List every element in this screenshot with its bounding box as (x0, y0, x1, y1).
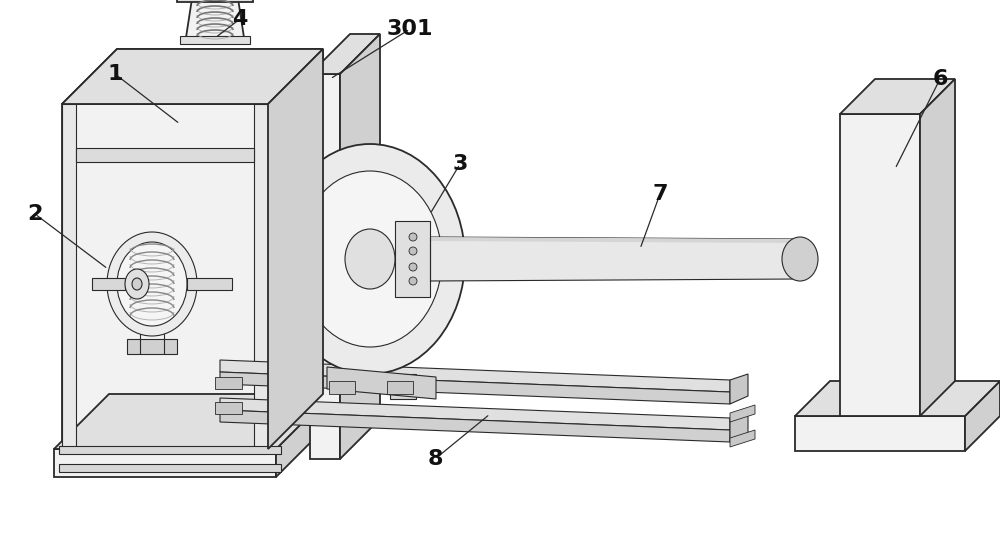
Ellipse shape (125, 269, 149, 299)
Polygon shape (965, 381, 1000, 451)
Polygon shape (54, 394, 331, 449)
Polygon shape (254, 104, 268, 449)
Text: 4: 4 (232, 9, 248, 29)
Polygon shape (332, 374, 358, 389)
Text: 6: 6 (932, 69, 948, 89)
Polygon shape (127, 339, 177, 354)
Text: 8: 8 (427, 449, 443, 469)
Polygon shape (220, 410, 730, 442)
Polygon shape (730, 374, 748, 404)
Polygon shape (59, 446, 281, 454)
Polygon shape (430, 237, 800, 243)
Ellipse shape (409, 247, 417, 255)
Polygon shape (215, 402, 242, 414)
Ellipse shape (409, 277, 417, 285)
Polygon shape (327, 367, 436, 399)
Polygon shape (62, 49, 323, 104)
Ellipse shape (132, 278, 142, 290)
Polygon shape (310, 74, 340, 459)
Polygon shape (840, 114, 920, 416)
Ellipse shape (345, 229, 395, 289)
Text: 1: 1 (107, 64, 123, 84)
Ellipse shape (298, 171, 442, 347)
Polygon shape (268, 49, 323, 449)
Polygon shape (220, 372, 730, 404)
Text: 301: 301 (387, 19, 433, 39)
Ellipse shape (409, 263, 417, 271)
Polygon shape (340, 34, 380, 459)
Polygon shape (390, 374, 416, 399)
Polygon shape (730, 430, 755, 447)
Polygon shape (268, 49, 323, 449)
Polygon shape (59, 464, 281, 472)
Polygon shape (310, 34, 380, 74)
Polygon shape (92, 278, 125, 290)
Polygon shape (220, 360, 730, 392)
Polygon shape (62, 104, 268, 449)
Text: 7: 7 (652, 184, 668, 204)
Polygon shape (62, 49, 323, 104)
Polygon shape (215, 377, 242, 389)
Ellipse shape (107, 232, 197, 336)
Polygon shape (920, 79, 955, 416)
Polygon shape (76, 148, 254, 162)
Polygon shape (329, 381, 355, 394)
Polygon shape (730, 412, 748, 442)
Ellipse shape (117, 242, 187, 326)
Polygon shape (387, 381, 413, 394)
Ellipse shape (275, 144, 465, 374)
Polygon shape (430, 237, 800, 281)
Polygon shape (54, 449, 276, 477)
Polygon shape (220, 398, 730, 430)
Text: 3: 3 (452, 154, 468, 174)
Polygon shape (840, 79, 955, 114)
Polygon shape (62, 104, 76, 449)
Polygon shape (730, 405, 755, 422)
Polygon shape (187, 278, 232, 290)
Polygon shape (177, 0, 253, 2)
Text: 2: 2 (27, 204, 43, 224)
Polygon shape (795, 381, 1000, 416)
Polygon shape (276, 394, 331, 477)
Polygon shape (395, 221, 430, 297)
Ellipse shape (782, 237, 818, 281)
Polygon shape (795, 416, 965, 451)
Polygon shape (185, 0, 245, 44)
Ellipse shape (409, 233, 417, 241)
Polygon shape (180, 36, 250, 44)
